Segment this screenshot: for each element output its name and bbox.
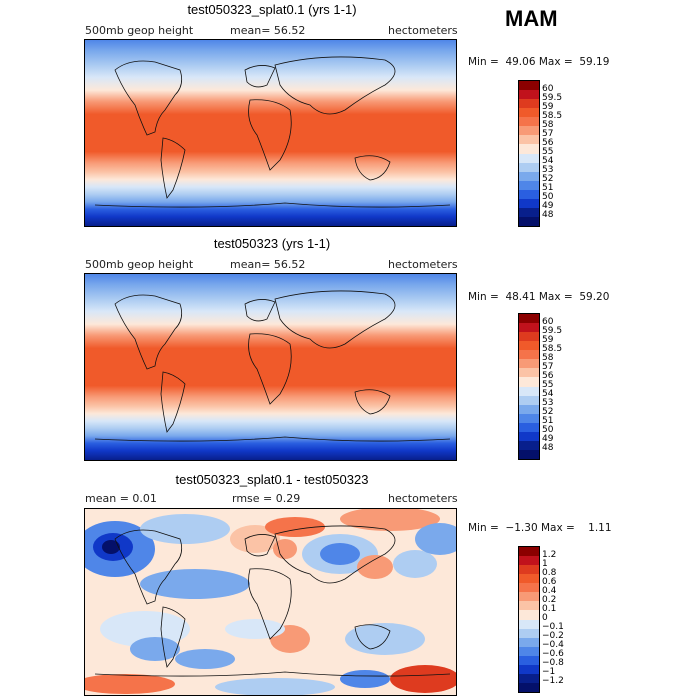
cb3-label: 0.1 <box>542 604 557 614</box>
cb2-label: 55 <box>542 380 554 390</box>
cb2-label: 57 <box>542 362 554 372</box>
panel3-map <box>84 508 457 696</box>
cb2-label: 58.5 <box>542 344 563 354</box>
cb3-label: −0.1 <box>542 622 564 632</box>
cb1-label: 49 <box>542 201 554 211</box>
cb3-label: 0.8 <box>542 568 557 578</box>
cb2-label: 52 <box>542 407 554 417</box>
cb3-label: −0.2 <box>542 631 564 641</box>
panel3-title: test050323_splat0.1 - test050323 <box>175 472 369 487</box>
panel3-minmax: Min = −1.30 Max = 1.11 <box>468 522 612 534</box>
cb3-label: 0.2 <box>542 595 557 605</box>
panel2-title: test050323 (yrs 1-1) <box>213 236 331 251</box>
cb3-label: 0.4 <box>542 586 557 596</box>
cb1-label: 58 <box>542 120 554 130</box>
cb2-label: 50 <box>542 425 554 435</box>
cb2-label: 58 <box>542 353 554 363</box>
panel2-colorbar-labels: 60 59.5 59 58.5 58 57 56 55 54 53 52 51 … <box>542 313 582 458</box>
panel2-colorbar <box>518 313 540 460</box>
cb1-label: 52 <box>542 174 554 184</box>
cb3-label: −1 <box>542 667 556 677</box>
cb1-label: 51 <box>542 183 554 193</box>
cb2-label: 51 <box>542 416 554 426</box>
cb3-label: 1.2 <box>542 550 557 560</box>
cb1-label: 59.5 <box>542 93 563 103</box>
panel1-minmax: Min = 49.06 Max = 59.19 <box>468 56 610 68</box>
season-label: MAM <box>505 6 558 31</box>
cb2-label: 53 <box>542 398 554 408</box>
cb2-label: 59 <box>542 335 554 345</box>
cb3-label: 1 <box>542 559 548 569</box>
panel3-mean: mean = 0.01 <box>85 492 157 505</box>
cb2-label: 60 <box>542 317 554 327</box>
cb1-label: 48 <box>542 210 554 220</box>
panel1-title: test050323_splat0.1 (yrs 1-1) <box>187 2 357 17</box>
cb3-label: −0.6 <box>542 649 564 659</box>
cb3-label: −1.2 <box>542 676 564 686</box>
cb3-label: 0.6 <box>542 577 557 587</box>
panel3-colorbar-labels: 1.2 1 0.8 0.6 0.4 0.2 0.1 0 −0.1 −0.2 −0… <box>542 546 582 691</box>
panel3-colorbar <box>518 546 540 693</box>
panel1-mean: mean= 56.52 <box>230 24 306 37</box>
panel3-units: hectometers <box>388 492 458 505</box>
panel2-map <box>84 273 457 461</box>
panel1-units: hectometers <box>388 24 458 37</box>
cb1-label: 55 <box>542 147 554 157</box>
cb3-label: −0.8 <box>542 658 564 668</box>
cb1-label: 58.5 <box>542 111 563 121</box>
panel1-map <box>84 39 457 227</box>
cb3-label: 0 <box>542 613 548 623</box>
panel2-mean: mean= 56.52 <box>230 258 306 271</box>
cb1-label: 56 <box>542 138 554 148</box>
cb1-label: 54 <box>542 156 554 166</box>
cb3-label: −0.4 <box>542 640 564 650</box>
cb1-label: 57 <box>542 129 554 139</box>
cb2-label: 54 <box>542 389 554 399</box>
panel1-colorbar <box>518 80 540 227</box>
cb2-label: 56 <box>542 371 554 381</box>
cb2-label: 59.5 <box>542 326 563 336</box>
panel1-colorbar-labels: 60 59.5 59 58.5 58 57 56 55 54 53 52 51 … <box>542 80 582 225</box>
cb2-label: 48 <box>542 443 554 453</box>
panel1-field-label: 500mb geop height <box>85 24 194 37</box>
panel2-units: hectometers <box>388 258 458 271</box>
cb1-label: 53 <box>542 165 554 175</box>
cb1-label: 59 <box>542 102 554 112</box>
panel3-rmse: rmse = 0.29 <box>232 492 301 505</box>
cb1-label: 60 <box>542 84 554 94</box>
cb1-label: 50 <box>542 192 554 202</box>
panel2-field-label: 500mb geop height <box>85 258 194 271</box>
panel2-minmax: Min = 48.41 Max = 59.20 <box>468 291 610 303</box>
cb2-label: 49 <box>542 434 554 444</box>
